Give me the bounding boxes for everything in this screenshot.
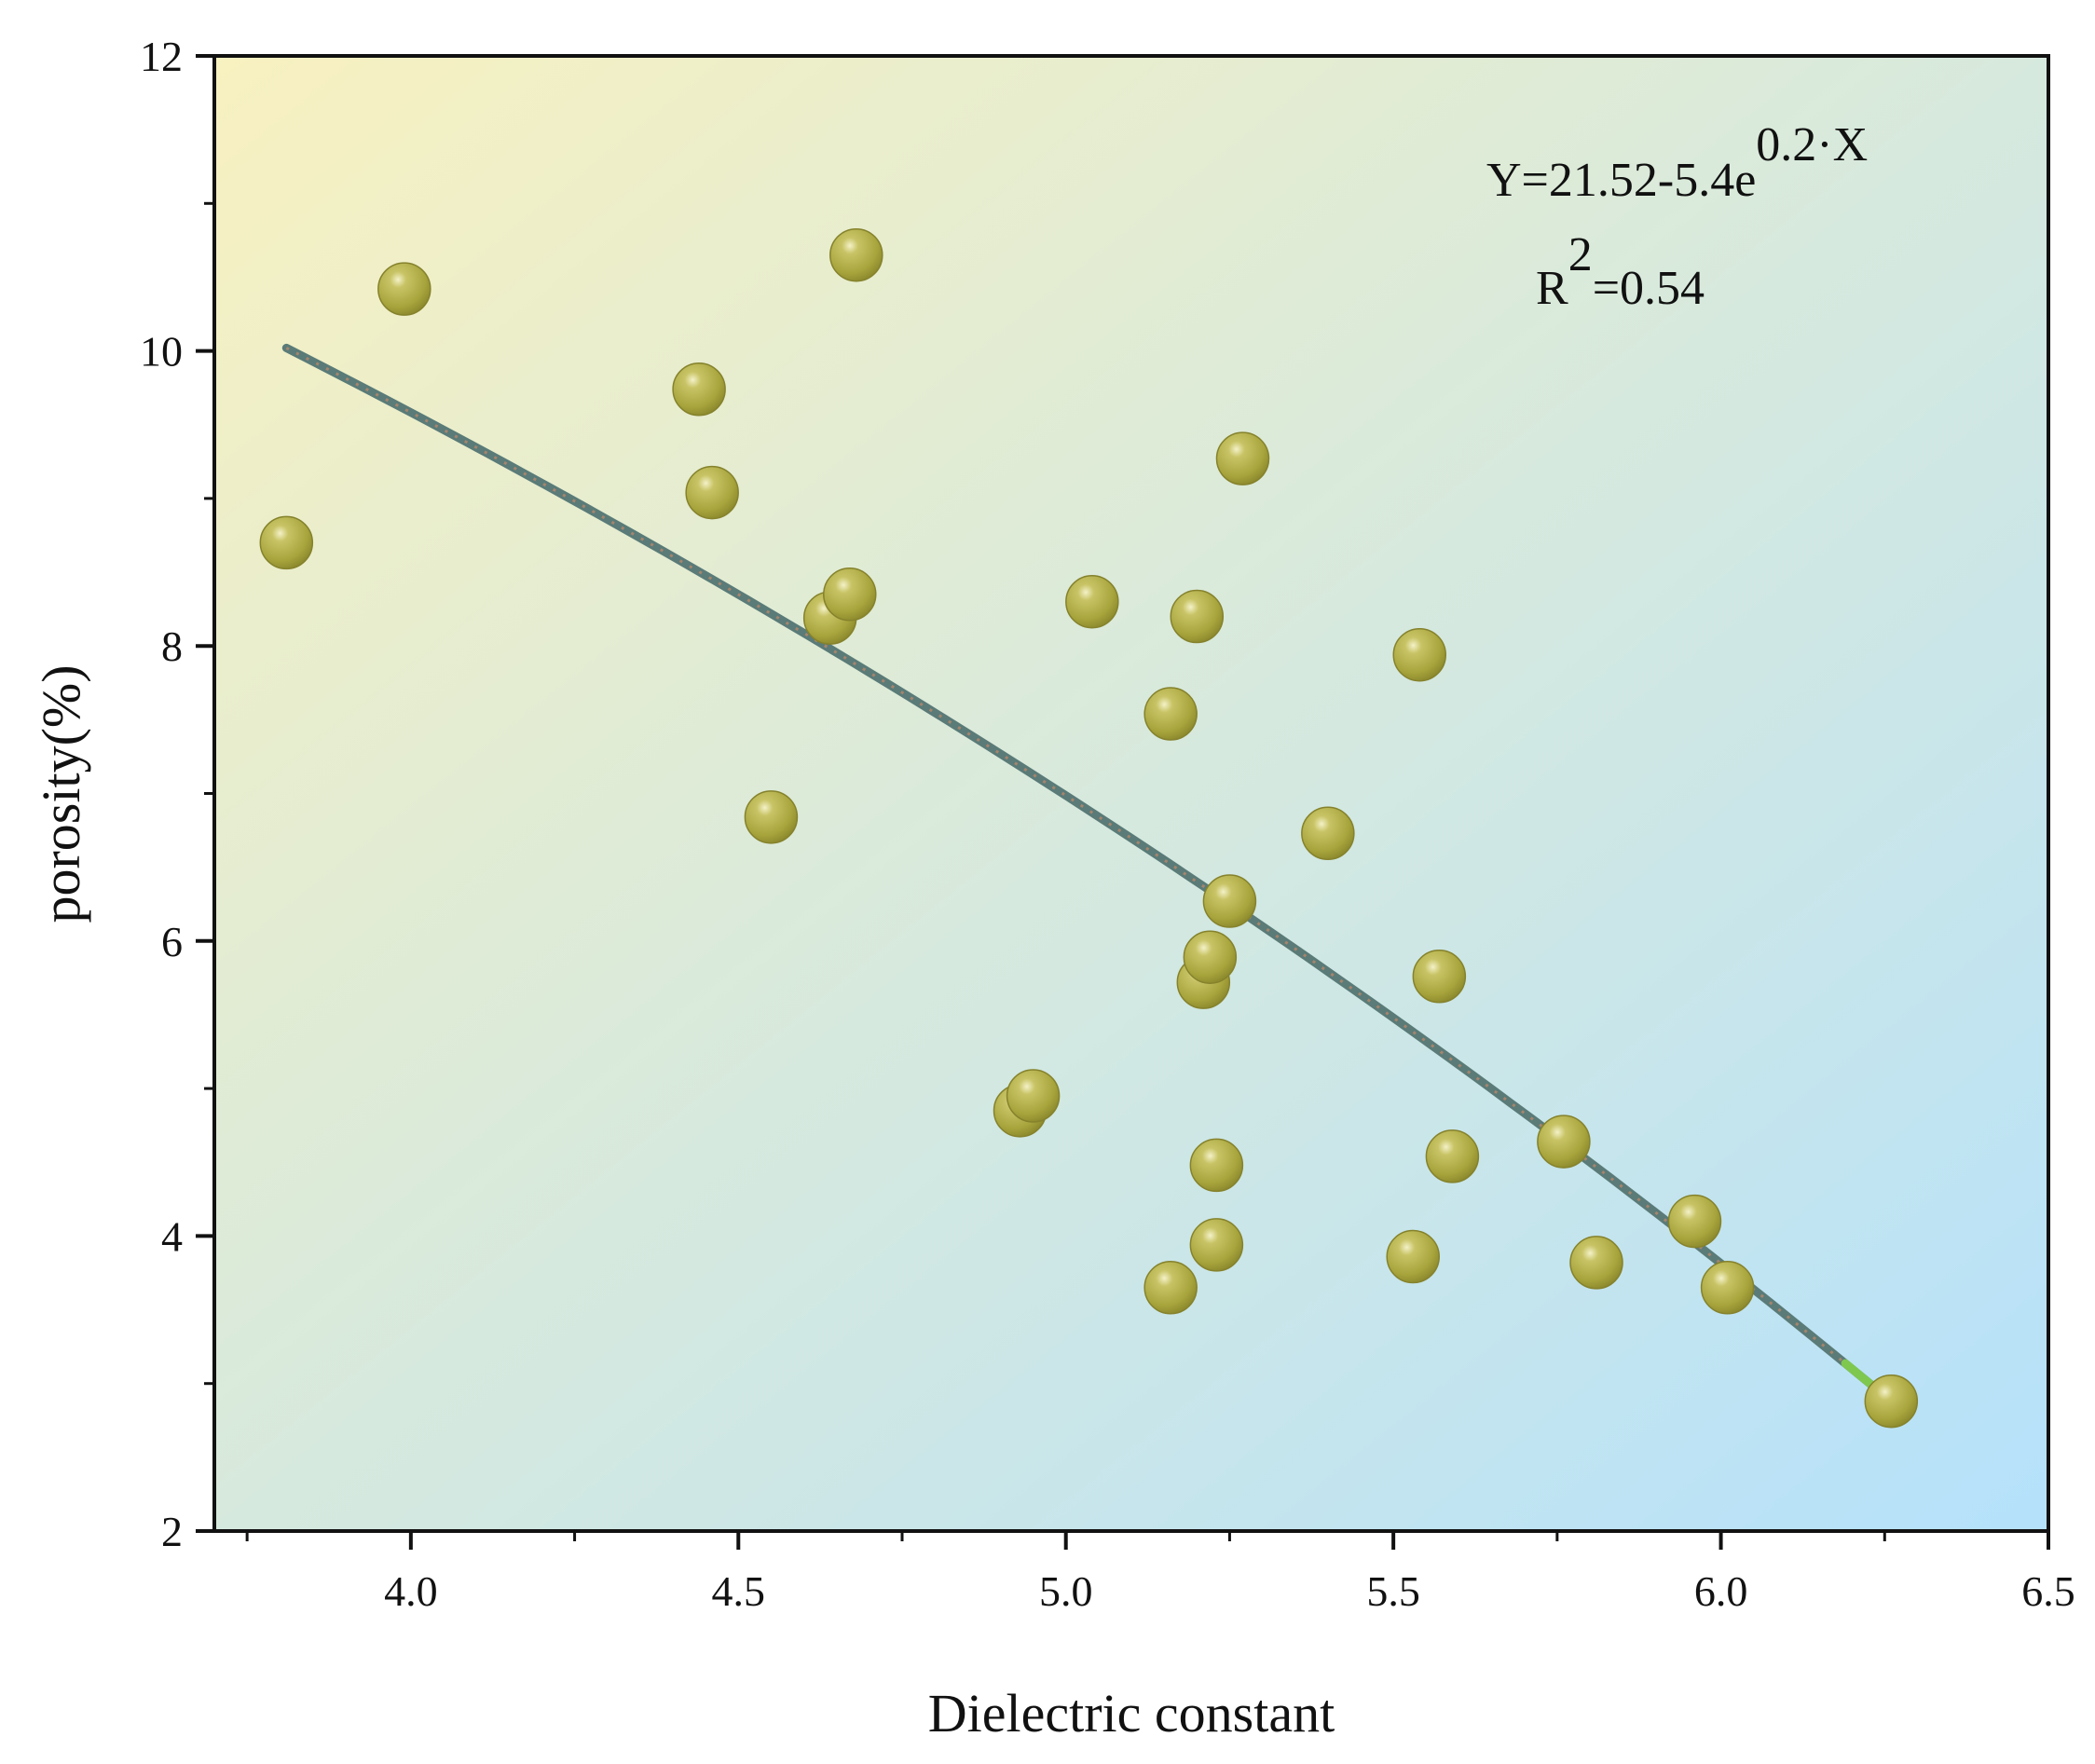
data-point xyxy=(1386,1229,1440,1284)
fit-equation: Y=21.52-5.4e0.2·X xyxy=(1486,118,1868,207)
data-point xyxy=(1412,950,1467,1004)
r-squared-superscript: 2 xyxy=(1568,228,1593,281)
data-point xyxy=(1537,1114,1591,1169)
y-tick-label: 6 xyxy=(161,918,183,965)
y-axis-ticks: 2 4 6 8 10 12 xyxy=(140,33,214,1555)
data-point xyxy=(1667,1194,1722,1249)
data-point xyxy=(1189,1218,1244,1272)
data-point xyxy=(1183,930,1238,984)
data-point xyxy=(1864,1374,1919,1429)
data-point xyxy=(377,262,431,316)
data-point xyxy=(1170,589,1225,644)
x-tick-label: 4.5 xyxy=(712,1567,766,1615)
data-point xyxy=(685,465,739,520)
data-points-group xyxy=(259,227,1919,1429)
x-tick-label: 5.0 xyxy=(1039,1567,1093,1615)
data-point xyxy=(1065,574,1119,629)
fit-equation-base: Y=21.52-5.4e xyxy=(1486,154,1756,207)
data-point xyxy=(1425,1129,1480,1183)
r-squared-value: =0.54 xyxy=(1593,262,1705,315)
data-point xyxy=(259,515,314,570)
y-tick-label: 4 xyxy=(161,1212,183,1260)
y-tick-label: 12 xyxy=(140,33,183,80)
x-tick-label: 6.0 xyxy=(1694,1567,1748,1615)
data-point xyxy=(1143,1261,1198,1315)
fit-curve-texture xyxy=(285,347,1893,1402)
y-tick-label: 10 xyxy=(140,328,183,376)
data-point xyxy=(829,227,883,282)
x-axis-title: Dielectric constant xyxy=(928,1683,1335,1743)
data-point xyxy=(1392,627,1447,682)
data-point xyxy=(1202,874,1257,928)
data-point xyxy=(744,790,799,844)
x-tick-label: 6.5 xyxy=(2021,1567,2075,1615)
data-point xyxy=(823,567,877,622)
y-tick-label: 8 xyxy=(161,622,183,670)
data-point xyxy=(672,362,726,417)
x-axis-ticks: 4.0 4.5 5.0 5.5 6.0 6.5 xyxy=(245,1531,2075,1615)
y-tick-label: 2 xyxy=(161,1508,183,1555)
data-point xyxy=(1006,1069,1061,1123)
x-tick-label: 4.0 xyxy=(384,1567,438,1615)
data-point xyxy=(1215,431,1270,485)
data-point xyxy=(1569,1236,1623,1290)
y-axis-title: porosity(%) xyxy=(31,664,91,923)
fit-equation-exponent: 0.2·X xyxy=(1756,118,1868,171)
r-squared-base: R xyxy=(1536,262,1568,315)
x-tick-label: 5.5 xyxy=(1366,1567,1420,1615)
data-point xyxy=(1189,1138,1244,1193)
r-squared-label: R2=0.54 xyxy=(1536,228,1705,315)
data-point xyxy=(1143,687,1198,741)
data-point xyxy=(1700,1261,1755,1315)
data-point xyxy=(1301,806,1355,860)
